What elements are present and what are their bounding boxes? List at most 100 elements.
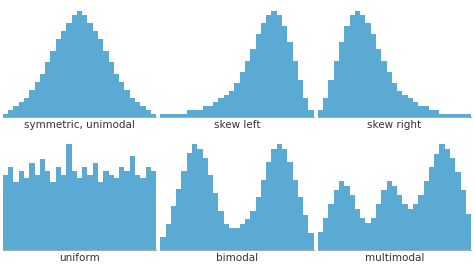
Bar bbox=[402, 95, 408, 118]
Bar bbox=[397, 91, 402, 118]
Bar bbox=[397, 195, 402, 251]
Bar bbox=[277, 15, 282, 118]
Bar bbox=[439, 144, 445, 251]
Bar bbox=[360, 15, 365, 118]
Bar bbox=[387, 181, 392, 251]
Bar bbox=[381, 61, 387, 118]
Bar bbox=[287, 162, 292, 251]
Bar bbox=[328, 204, 334, 251]
Bar bbox=[234, 83, 240, 118]
Bar bbox=[424, 106, 429, 118]
Bar bbox=[450, 114, 456, 118]
Bar bbox=[93, 163, 98, 251]
Bar bbox=[61, 31, 66, 118]
Bar bbox=[182, 114, 187, 118]
Bar bbox=[229, 228, 234, 251]
Bar bbox=[434, 153, 439, 251]
Bar bbox=[98, 182, 103, 251]
Bar bbox=[429, 110, 434, 118]
Bar bbox=[419, 195, 424, 251]
Bar bbox=[213, 193, 219, 251]
Bar bbox=[344, 26, 350, 118]
Bar bbox=[450, 158, 456, 251]
Bar bbox=[160, 237, 165, 251]
Bar bbox=[176, 189, 182, 251]
Bar bbox=[224, 224, 229, 251]
Bar bbox=[61, 174, 66, 251]
Bar bbox=[387, 72, 392, 118]
Bar bbox=[72, 171, 77, 251]
Bar bbox=[109, 63, 114, 118]
Bar bbox=[55, 167, 61, 251]
Bar bbox=[72, 15, 77, 118]
Bar bbox=[197, 149, 202, 251]
Bar bbox=[350, 15, 355, 118]
Bar bbox=[287, 41, 292, 118]
Bar bbox=[35, 82, 40, 118]
Bar bbox=[334, 61, 339, 118]
Bar bbox=[318, 110, 323, 118]
Bar bbox=[40, 159, 45, 251]
Bar bbox=[371, 218, 376, 251]
Bar bbox=[282, 149, 287, 251]
Bar bbox=[408, 98, 413, 118]
Bar bbox=[8, 167, 13, 251]
Bar bbox=[429, 167, 434, 251]
Bar bbox=[350, 195, 355, 251]
Bar bbox=[461, 190, 466, 251]
Bar bbox=[261, 180, 266, 251]
Bar bbox=[365, 223, 371, 251]
Bar bbox=[82, 167, 87, 251]
Bar bbox=[213, 102, 219, 118]
Bar bbox=[219, 211, 224, 251]
Bar bbox=[66, 23, 72, 118]
X-axis label: uniform: uniform bbox=[59, 253, 100, 263]
Bar bbox=[151, 171, 156, 251]
Bar bbox=[3, 114, 8, 118]
Bar bbox=[250, 49, 255, 118]
Bar bbox=[309, 233, 314, 251]
Bar bbox=[461, 114, 466, 118]
Bar bbox=[245, 219, 250, 251]
Bar bbox=[29, 90, 35, 118]
Bar bbox=[381, 190, 387, 251]
Bar bbox=[445, 114, 450, 118]
Bar bbox=[272, 149, 277, 251]
Bar bbox=[103, 171, 109, 251]
Bar bbox=[245, 61, 250, 118]
Bar bbox=[303, 98, 309, 118]
Bar bbox=[303, 215, 309, 251]
Bar bbox=[29, 163, 35, 251]
Bar bbox=[318, 232, 323, 251]
Bar bbox=[371, 34, 376, 118]
Bar bbox=[165, 114, 171, 118]
Bar bbox=[87, 23, 93, 118]
Bar bbox=[24, 98, 29, 118]
X-axis label: symmetric, unimodal: symmetric, unimodal bbox=[24, 120, 135, 130]
Bar bbox=[282, 26, 287, 118]
Bar bbox=[392, 186, 397, 251]
Bar bbox=[439, 114, 445, 118]
Bar bbox=[135, 102, 140, 118]
Bar bbox=[376, 49, 381, 118]
Bar bbox=[266, 15, 272, 118]
Bar bbox=[328, 80, 334, 118]
Bar bbox=[55, 39, 61, 118]
Bar bbox=[434, 110, 439, 118]
Bar bbox=[424, 181, 429, 251]
Bar bbox=[192, 110, 197, 118]
Bar bbox=[165, 224, 171, 251]
Bar bbox=[339, 181, 344, 251]
Bar bbox=[18, 171, 24, 251]
Bar bbox=[77, 178, 82, 251]
Bar bbox=[419, 106, 424, 118]
Bar bbox=[130, 98, 135, 118]
Bar bbox=[151, 114, 156, 118]
Bar bbox=[50, 51, 55, 118]
Bar bbox=[229, 91, 234, 118]
Bar bbox=[339, 41, 344, 118]
Bar bbox=[140, 178, 146, 251]
Bar bbox=[171, 114, 176, 118]
Bar bbox=[402, 204, 408, 251]
Bar bbox=[98, 39, 103, 118]
